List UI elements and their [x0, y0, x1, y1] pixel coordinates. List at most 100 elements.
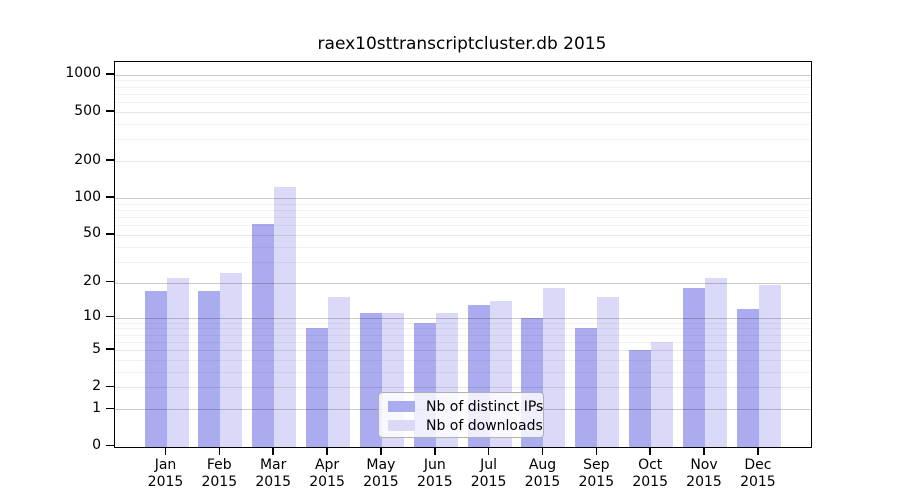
y-tick-label-2: 2 [92, 377, 101, 394]
x-tick-label-feb: Feb 2015 [187, 457, 251, 492]
x-tick-year: 2015 [416, 474, 453, 490]
minor-gridline-600 [115, 102, 811, 104]
y-tick-label-1: 1 [92, 399, 101, 416]
minor-gridline-70 [115, 217, 811, 219]
x-tick-month: May [366, 456, 396, 473]
x-tick-month: Sep [583, 456, 610, 473]
y-tick-label-20: 20 [83, 273, 101, 290]
bar-distinct-ips-apr [306, 328, 329, 447]
minor-gridline-60 [115, 225, 811, 227]
x-tick-label-jan: Jan 2015 [134, 457, 198, 492]
x-tick-year: 2015 [147, 474, 184, 490]
y-tick-label-1000: 1000 [65, 65, 101, 82]
y-tick-label-10: 10 [83, 308, 101, 324]
x-tick-month: Dec [744, 456, 772, 473]
y-tick-100 [106, 196, 114, 198]
x-tick-year: 2015 [578, 474, 615, 490]
x-tick-label-may: May 2015 [349, 457, 413, 492]
bar-distinct-ips-dec [736, 308, 759, 447]
minor-gridline-400 [115, 124, 811, 125]
bar-downloads-apr [328, 297, 351, 447]
gridline-100 [115, 198, 811, 200]
x-tick-year: 2015 [686, 474, 722, 490]
x-tick-jan [164, 447, 167, 455]
bar-downloads-nov [705, 277, 727, 447]
x-tick-jul [487, 447, 490, 455]
x-tick-label-jul: Jul 2015 [457, 457, 521, 492]
bar-downloads-jan [166, 277, 189, 447]
x-tick-label-jun: Jun 2015 [403, 457, 467, 492]
gridline-200 [115, 161, 811, 163]
y-tick-200 [106, 159, 114, 161]
minor-gridline-300 [115, 139, 811, 141]
legend-label-distinct-ips: Nb of distinct IPs [426, 398, 544, 415]
x-tick-apr [326, 447, 328, 455]
bar-downloads-feb [220, 273, 243, 447]
x-tick-nov [703, 447, 705, 455]
x-tick-month: Jul [480, 456, 498, 473]
plot-area [114, 60, 812, 448]
bar-distinct-ips-jan [144, 291, 167, 447]
bar-distinct-ips-mar [252, 224, 275, 447]
y-tick-label-0: 0 [92, 437, 101, 453]
x-tick-year: 2015 [524, 474, 561, 490]
x-tick-label-mar: Mar 2015 [241, 457, 305, 492]
x-tick-oct [649, 447, 651, 455]
x-tick-label-nov: Nov 2015 [672, 457, 736, 492]
gridline-500 [115, 112, 811, 113]
y-tick-0 [106, 444, 114, 447]
x-tick-year: 2015 [309, 474, 345, 490]
minor-gridline-90 [115, 203, 811, 205]
x-tick-label-sep: Sep 2015 [564, 457, 628, 492]
bar-distinct-ips-nov [683, 288, 705, 447]
minor-gridline-30 [115, 261, 811, 263]
y-tick-20 [106, 280, 114, 283]
x-tick-dec [757, 447, 759, 455]
y-tick-10 [106, 315, 114, 318]
x-tick-month: Feb [206, 456, 232, 473]
x-tick-month: Oct [638, 456, 663, 473]
legend-item-downloads: Nb of downloads [388, 417, 543, 435]
y-tick-500 [106, 110, 114, 112]
y-tick-1 [106, 407, 114, 409]
bar-downloads-oct [651, 341, 674, 447]
x-tick-may [380, 447, 382, 455]
x-tick-aug [541, 447, 544, 455]
bar-distinct-ips-sep [575, 328, 598, 447]
legend-label-downloads: Nb of downloads [426, 417, 543, 434]
x-tick-feb [218, 447, 221, 455]
x-tick-jun [434, 447, 436, 455]
y-tick-1000 [106, 73, 114, 75]
x-tick-month: Mar [259, 456, 287, 473]
y-tick-label-200: 200 [74, 151, 101, 168]
x-tick-month: Jan [154, 456, 177, 473]
x-tick-month: Nov [690, 456, 718, 473]
x-tick-label-aug: Aug 2015 [511, 457, 575, 492]
bar-distinct-ips-feb [198, 291, 221, 447]
x-tick-year: 2015 [632, 474, 668, 490]
x-tick-month: Apr [314, 456, 340, 473]
bar-downloads-dec [758, 285, 781, 447]
x-tick-year: 2015 [740, 474, 776, 490]
legend-swatch-distinct-ips [388, 401, 415, 412]
x-tick-year: 2015 [470, 474, 507, 490]
y-tick-5 [106, 348, 114, 350]
minor-gridline-700 [115, 93, 811, 95]
x-tick-label-oct: Oct 2015 [618, 457, 682, 492]
minor-gridline-40 [115, 246, 811, 248]
minor-gridline-900 [115, 80, 811, 82]
x-tick-sep [595, 447, 597, 455]
x-tick-year: 2015 [255, 474, 291, 490]
bar-downloads-mar [274, 187, 297, 447]
x-tick-mar [272, 447, 274, 455]
minor-gridline-80 [115, 210, 811, 212]
chart-title: raex10sttranscriptcluster.db 2015 [317, 34, 607, 54]
y-tick-2 [106, 385, 114, 388]
x-tick-label-apr: Apr 2015 [295, 457, 359, 492]
x-tick-month: Aug [528, 456, 557, 473]
legend-item-distinct-ips: Nb of distinct IPs [388, 398, 543, 416]
bar-distinct-ips-may [359, 312, 382, 447]
x-tick-year: 2015 [201, 474, 238, 490]
gridline-1000 [115, 74, 811, 76]
